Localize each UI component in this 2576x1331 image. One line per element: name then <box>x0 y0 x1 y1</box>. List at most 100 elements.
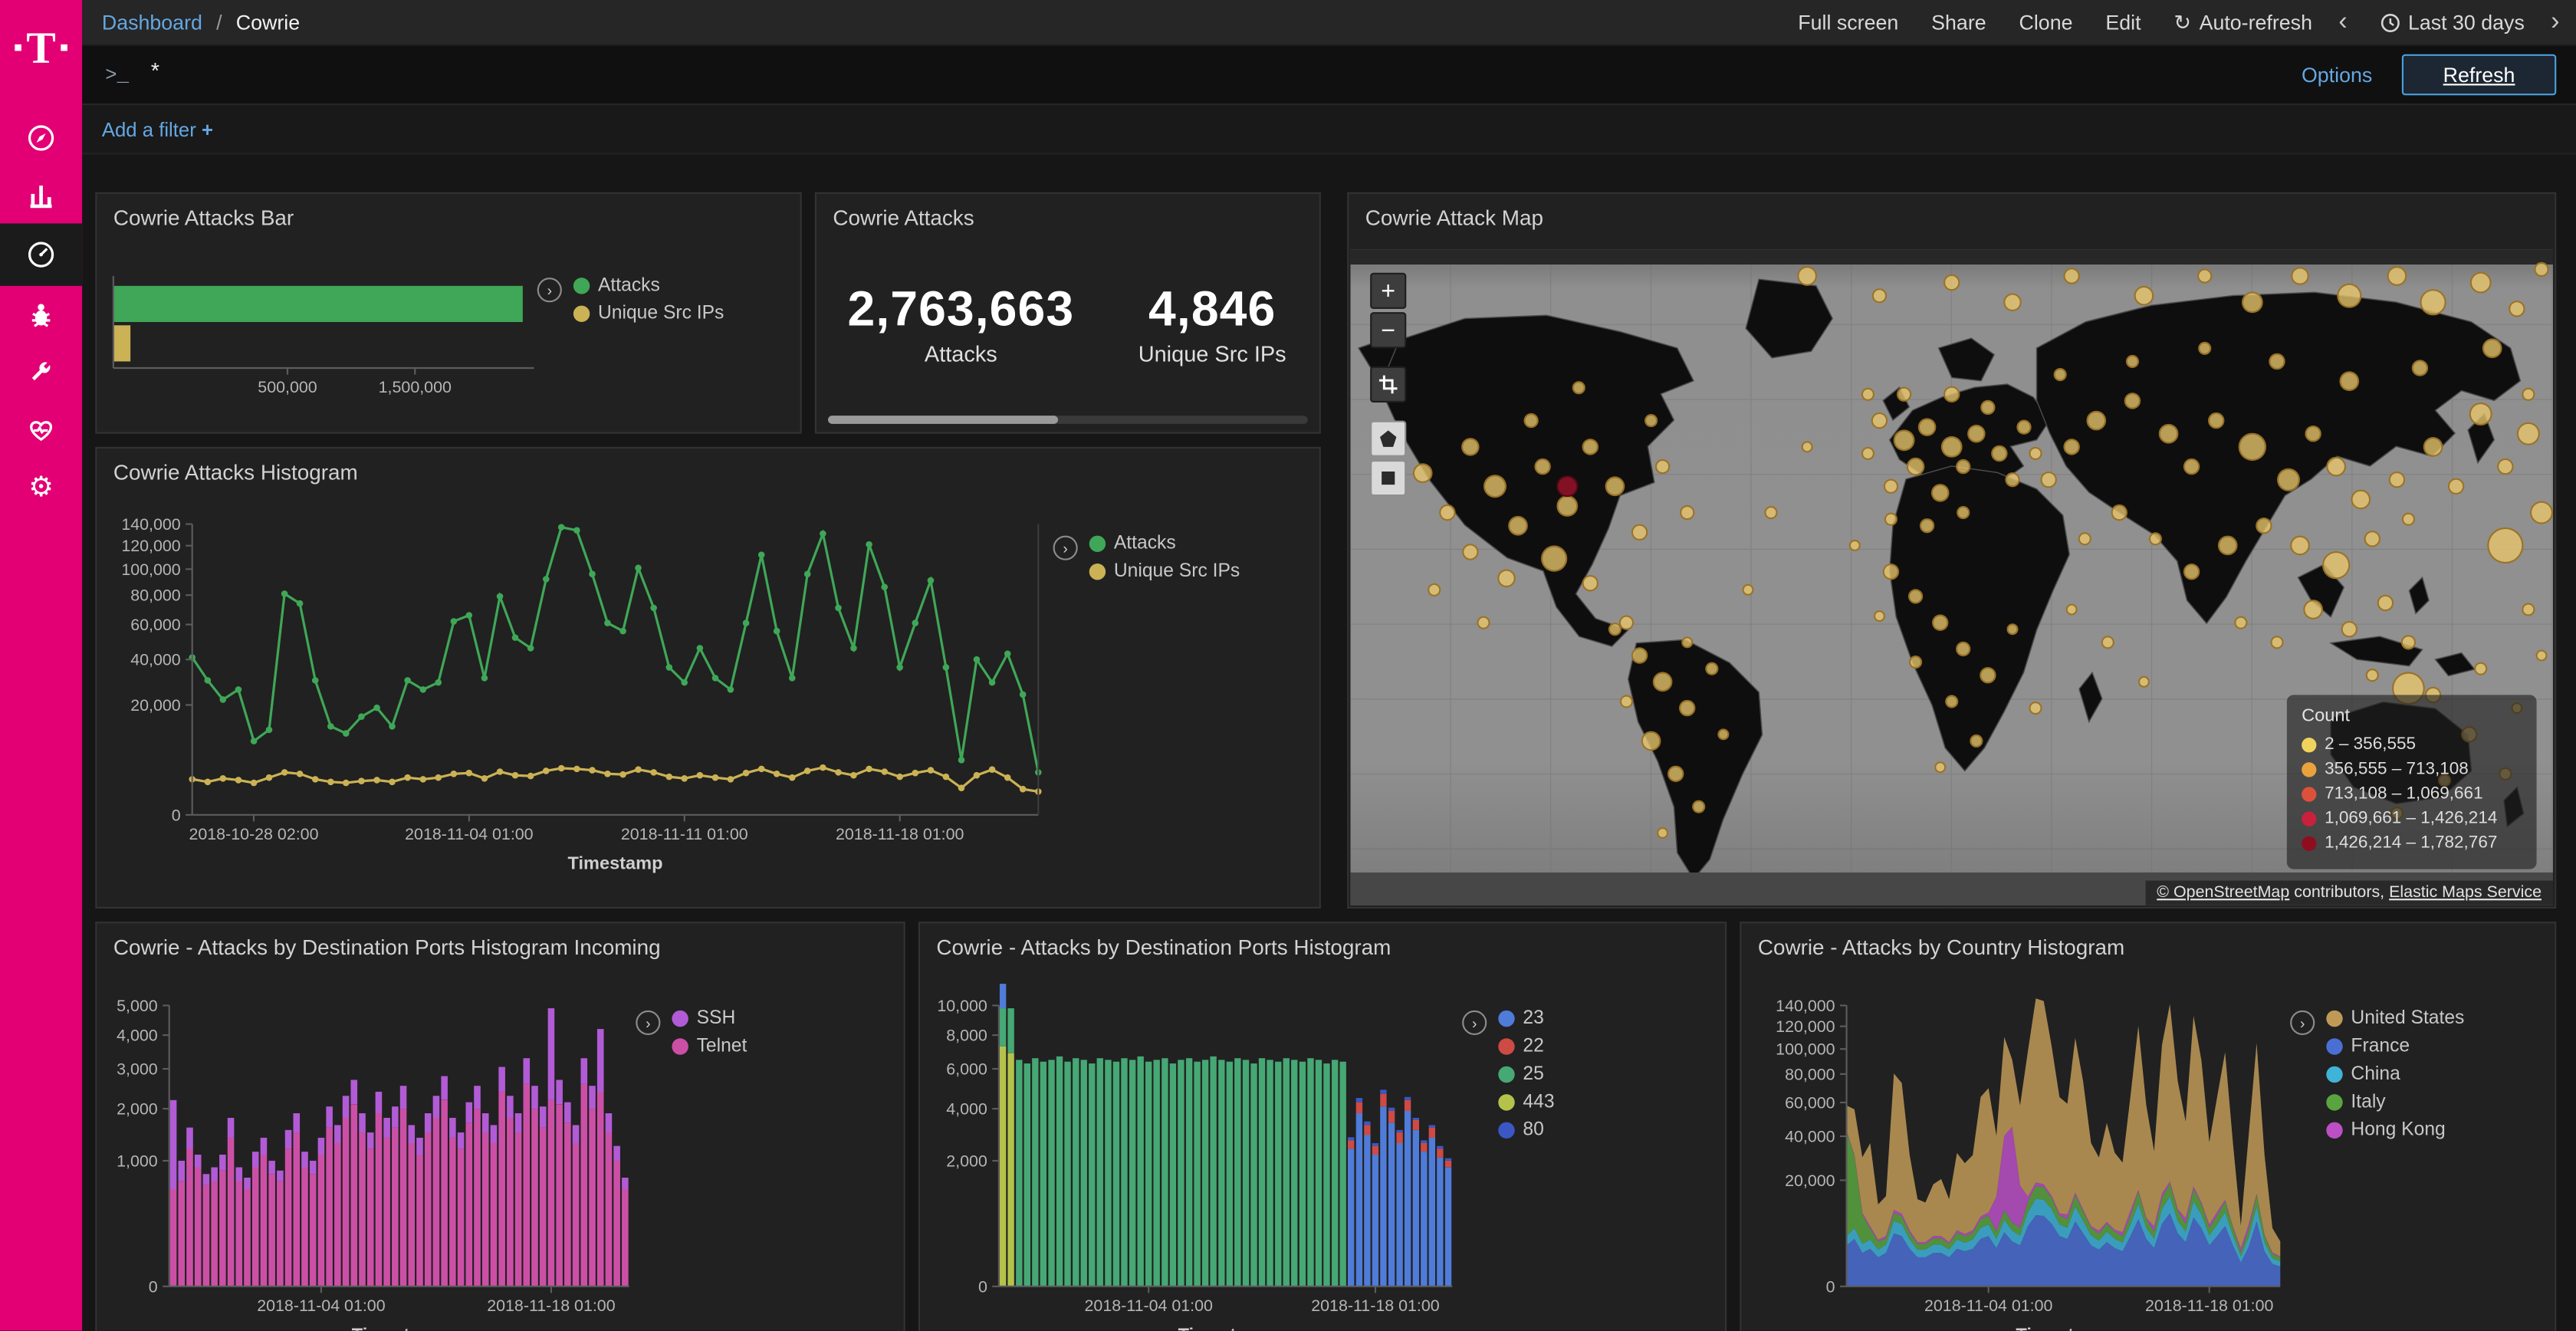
attack-point <box>2196 268 2212 284</box>
attack-point <box>2423 436 2443 457</box>
legend-label: Italy <box>2351 1093 2386 1112</box>
fit-bounds-button[interactable] <box>1370 366 1407 403</box>
full-screen-button[interactable]: Full screen <box>1798 10 1899 34</box>
legend-item[interactable]: 2 – 356,555 <box>2302 735 2522 754</box>
metric-label: Attacks <box>924 341 997 366</box>
sidebar-item-discover[interactable] <box>0 108 82 166</box>
sidebar-item-dashboard[interactable] <box>0 223 83 286</box>
legend-item[interactable]: Unique Src IPs <box>1089 562 1240 582</box>
attack-point <box>2138 676 2150 689</box>
legend-item[interactable]: France <box>2326 1037 2464 1057</box>
legend-label: SSH <box>696 1008 736 1029</box>
attack-point <box>1461 437 1480 455</box>
world-map[interactable]: + − Count 2 – 356,555 356,555 – 713,108 71… <box>1350 249 2553 905</box>
heartbeat-icon <box>30 420 53 441</box>
expand-legend-icon[interactable]: › <box>537 278 562 303</box>
attack-point <box>1476 616 1490 630</box>
panel-title: Cowrie Attack Map <box>1365 205 1543 230</box>
attack-point <box>1884 478 1899 494</box>
legend-item[interactable]: 443 <box>1498 1093 1555 1112</box>
svg-text:2018-11-11 01:00: 2018-11-11 01:00 <box>621 825 748 843</box>
legend-item[interactable]: Attacks <box>1089 534 1240 554</box>
sidebar-item-dev-tools[interactable] <box>0 343 82 401</box>
attack-point <box>2533 261 2548 278</box>
time-back-chevron[interactable]: ‹ <box>2338 7 2348 36</box>
time-range-picker[interactable]: Last 30 days <box>2380 11 2525 34</box>
panel-attacks-metric: Cowrie Attacks 2,763,663 Attacks 4,846 U… <box>814 192 1321 434</box>
attack-point <box>1667 765 1684 783</box>
legend: › 23 22 25 443 80 <box>1462 1009 1555 1149</box>
legend-item[interactable]: Attacks <box>573 276 724 296</box>
share-button[interactable]: Share <box>1931 10 1986 34</box>
attack-point <box>1957 505 1970 519</box>
clock-icon <box>2380 12 2400 31</box>
refresh-button[interactable]: Refresh <box>2401 54 2557 96</box>
openstreetmap-link[interactable]: © OpenStreetMap <box>2157 883 2290 902</box>
sidebar-item-timelion[interactable] <box>0 286 82 343</box>
attack-point <box>2233 616 2247 630</box>
query-options-link[interactable]: Options <box>2301 63 2373 87</box>
attack-point <box>1412 462 1433 483</box>
sidebar-item-management[interactable]: ⚙ <box>0 458 82 516</box>
tmobile-logo[interactable]: T <box>0 0 82 95</box>
time-forward-chevron[interactable]: › <box>2551 7 2560 36</box>
panel-title: Cowrie Attacks <box>833 205 974 230</box>
legend-label: 2 – 356,555 <box>2325 734 2417 754</box>
elastic-maps-link[interactable]: Elastic Maps Service <box>2389 883 2542 902</box>
attack-point <box>1692 800 1706 814</box>
scrollbar-thumb[interactable] <box>828 416 1059 424</box>
legend-item[interactable]: 356,555 – 713,108 <box>2302 759 2522 779</box>
add-filter-link[interactable]: Add a filter + <box>101 118 214 142</box>
svg-text:2018-11-04 01:00: 2018-11-04 01:00 <box>257 1296 386 1315</box>
legend-item[interactable]: Hong Kong <box>2326 1120 2464 1140</box>
sidebar-item-visualize[interactable] <box>0 166 82 223</box>
attack-point <box>2183 458 2201 475</box>
legend-item[interactable]: 80 <box>1498 1120 1554 1140</box>
expand-legend-icon[interactable]: › <box>1053 535 1078 560</box>
country-histogram-chart[interactable]: 0 20,000 40,000 60,000 80,000 100,000 120,000 1… <box>1745 969 2304 1331</box>
legend-item[interactable]: SSH <box>672 1008 747 1029</box>
svg-text:Timestamp: Timestamp <box>568 853 663 873</box>
panel-title: Cowrie - Attacks by Destination Ports Hi… <box>936 935 1392 960</box>
legend-item[interactable]: 23 <box>1498 1009 1554 1028</box>
ports-histogram-chart[interactable]: 0 2,000 4,000 6,000 8,000 10,000 2018-11-04 01… <box>923 969 1482 1331</box>
legend-label: 443 <box>1523 1093 1555 1112</box>
legend-item[interactable]: Unique Src IPs <box>573 304 724 324</box>
breadcrumb-dashboard-link[interactable]: Dashboard <box>101 10 202 34</box>
legend-item[interactable]: 25 <box>1498 1065 1554 1084</box>
attack-point <box>1909 656 1923 669</box>
expand-legend-icon[interactable]: › <box>636 1010 661 1035</box>
draw-polygon-button[interactable] <box>1370 420 1407 457</box>
legend-item[interactable]: 22 <box>1498 1037 1554 1057</box>
legend-item[interactable]: United States <box>2326 1009 2464 1028</box>
attacks-bar-chart[interactable]: 500,000 1,500,000 <box>104 237 544 401</box>
auto-refresh-button[interactable]: ↻ Auto-refresh <box>2174 10 2312 35</box>
legend-dot <box>1089 535 1106 552</box>
edit-button[interactable]: Edit <box>2105 10 2141 34</box>
attack-point <box>1619 616 1635 631</box>
legend-item[interactable]: 713,108 – 1,069,661 <box>2302 784 2522 804</box>
legend-item[interactable]: 1,069,661 – 1,426,214 <box>2302 808 2522 828</box>
query-input[interactable]: * <box>148 62 163 87</box>
expand-legend-icon[interactable]: › <box>1462 1010 1487 1035</box>
attack-point <box>1483 474 1506 498</box>
zoom-in-button[interactable]: + <box>1370 272 1407 309</box>
attack-point <box>1556 475 1578 497</box>
clone-button[interactable]: Clone <box>2019 10 2073 34</box>
legend: › Attacks Unique Src IPs <box>537 276 724 332</box>
expand-legend-icon[interactable]: › <box>2290 1010 2315 1035</box>
attack-point <box>1980 399 1996 415</box>
legend-dot <box>573 278 590 294</box>
sidebar-item-monitoring[interactable] <box>0 401 82 458</box>
attack-point <box>2183 562 2201 580</box>
legend-item[interactable]: China <box>2326 1065 2464 1084</box>
legend-item[interactable]: 1,426,214 – 1,782,767 <box>2302 833 2522 853</box>
zoom-out-button[interactable]: − <box>1370 312 1407 349</box>
ports-incoming-chart[interactable]: 0 1,000 2,000 3,000 4,000 5,000 2018-11-04 01:… <box>100 969 649 1331</box>
legend-item[interactable]: Italy <box>2326 1093 2464 1112</box>
draw-rectangle-button[interactable] <box>1370 460 1407 497</box>
attacks-histogram-chart[interactable]: 0 20,000 40,000 60,000 80,000 100,000 120,000 1… <box>100 498 1070 900</box>
legend-item[interactable]: Telnet <box>672 1037 747 1057</box>
metric-value: 2,763,663 <box>847 282 1075 337</box>
attack-point <box>1944 386 1960 403</box>
